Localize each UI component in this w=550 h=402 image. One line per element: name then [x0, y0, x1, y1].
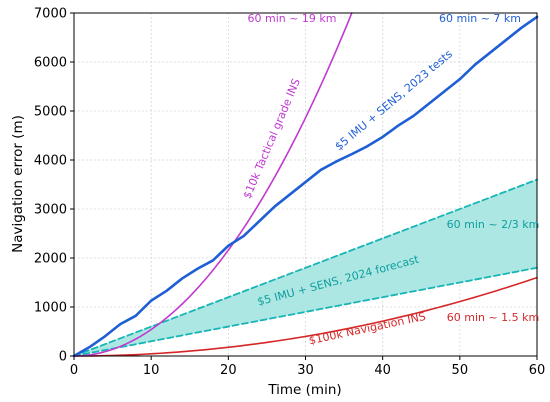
x-axis-ticks: 0 10 20 30 40 50 60: [70, 356, 545, 378]
annotation-imu2023-60min: 60 min ~ 7 km: [439, 12, 521, 25]
x-tick-label: 40: [374, 363, 391, 378]
x-tick-label: 50: [452, 363, 469, 378]
y-axis-title: Navigation error (m): [10, 115, 26, 253]
annotation-navigation-60min: 60 min ~ 1.5 km: [447, 311, 540, 324]
annotation-tactical-60min: 60 min ~ 19 km: [247, 12, 336, 25]
x-tick-label: 20: [220, 363, 237, 378]
series-forecast-upper: [73, 178, 538, 357]
y-axis-ticks: 0 1000 2000 3000 4000 5000 6000 7000: [34, 7, 74, 365]
series-forecast-lower: [73, 266, 538, 357]
series-lines: [72, 12, 539, 358]
y-tick-label: 2000: [34, 252, 67, 267]
y-tick-label: 1000: [34, 301, 67, 316]
y-tick-label: 0: [59, 350, 67, 365]
y-tick-label: 5000: [34, 105, 67, 120]
y-tick-label: 6000: [34, 56, 67, 71]
series-navigation-ins: [73, 276, 538, 357]
x-tick-label: 30: [297, 363, 314, 378]
y-tick-label: 4000: [34, 154, 67, 169]
y-tick-label: 3000: [34, 203, 67, 218]
x-tick-label: 0: [70, 363, 78, 378]
series-imu-2023: [72, 15, 539, 358]
x-tick-label: 10: [143, 363, 160, 378]
annotation-forecast-60min: 60 min ~ 2/3 km: [447, 218, 540, 231]
x-axis-title: Time (min): [267, 382, 341, 398]
annotation-imu2023-label: $5 IMU + SENS, 2023 tests: [333, 47, 456, 153]
y-tick-label: 7000: [34, 7, 67, 22]
x-tick-label: 60: [529, 363, 546, 378]
annotation-navigation-label: $100k Navigation INS: [308, 310, 427, 347]
series-tactical-ins: [73, 12, 353, 357]
